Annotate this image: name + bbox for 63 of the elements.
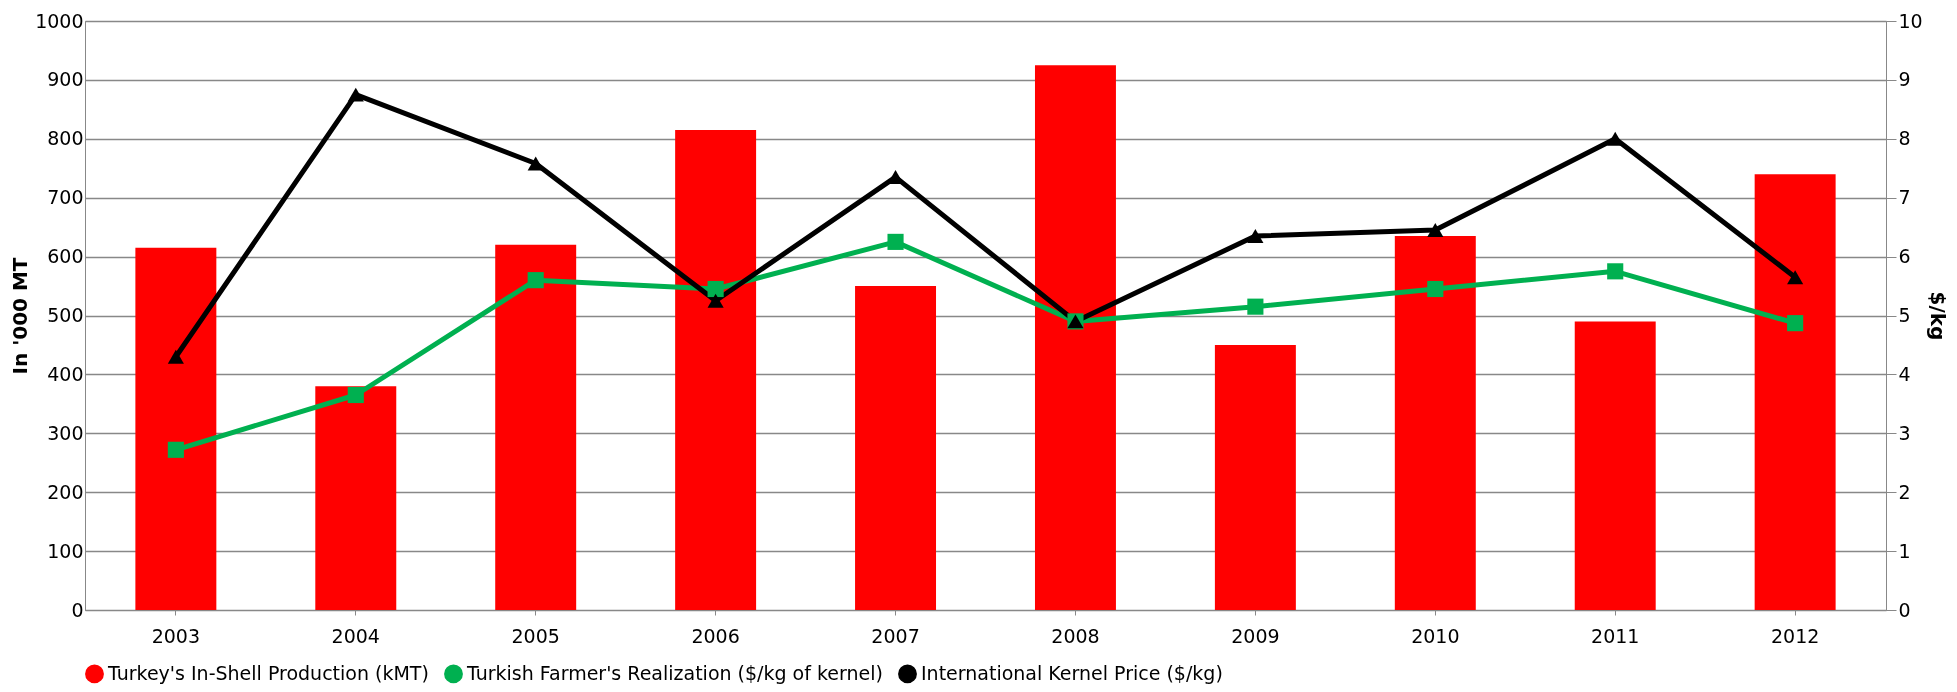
bar [1754, 174, 1836, 610]
y2-tick-label: 9 [1898, 68, 1911, 91]
y-tick-label: 0 [71, 598, 84, 621]
x-tick-label: 2006 [691, 624, 740, 647]
point [1247, 298, 1264, 315]
bar [855, 286, 937, 610]
x-tick-label: 2012 [1770, 624, 1820, 647]
y-tick-label: 1000 [35, 9, 84, 32]
bar [1214, 344, 1296, 610]
bar [1574, 321, 1656, 610]
y-tick-label: 800 [47, 127, 84, 150]
point [1427, 223, 1444, 238]
point [887, 233, 904, 250]
point [1607, 263, 1624, 280]
bar [135, 247, 217, 610]
point [527, 272, 544, 289]
point [1427, 280, 1444, 298]
point [1787, 270, 1804, 285]
y-tick-label: 900 [47, 68, 84, 91]
y2-tick-label: 7 [1898, 186, 1911, 209]
x-tick-label: 2003 [151, 624, 201, 647]
y-tick-label: 600 [47, 245, 84, 268]
legend-label: Turkey's In-Shell Production (kMT) [107, 661, 429, 684]
bar [1394, 235, 1476, 610]
y-tick-label: 700 [47, 186, 84, 209]
point [1247, 229, 1264, 243]
y2-tick-label: 10 [1898, 9, 1923, 32]
point [707, 293, 724, 308]
y2-tick-label: 8 [1898, 127, 1911, 150]
y-tick-label: 100 [47, 539, 84, 562]
bar [315, 386, 397, 610]
point [167, 349, 184, 364]
y2-tick-label: 0 [1898, 598, 1911, 621]
y2-tick-label: 5 [1898, 304, 1911, 326]
y-tick-label: 300 [47, 421, 84, 444]
y2-tick-label: 2 [1898, 480, 1911, 503]
x-tick-label: 2010 [1411, 624, 1460, 647]
y-tick-label: 400 [47, 362, 84, 385]
x-tick-label: 2005 [511, 624, 560, 647]
point [167, 441, 184, 458]
point [347, 87, 364, 102]
bar [495, 244, 577, 610]
x-tick-label: 2008 [1051, 624, 1100, 647]
legend-label: Turkish Farmer's Realization ($/kg of kernel) [466, 661, 883, 684]
x-tick-label: 2011 [1591, 624, 1640, 647]
y-tick-label: 200 [47, 480, 84, 503]
point [527, 156, 544, 171]
legend-label: International Kernel Price ($/kg) [921, 661, 1223, 684]
y2-tick-label: 4 [1898, 362, 1911, 385]
x-tick-label: 2004 [331, 624, 380, 647]
y2-tick-label: 3 [1898, 421, 1911, 444]
y2-tick-label: 1 [1898, 539, 1911, 562]
y2-axis-title: $/kg [1925, 291, 1950, 341]
bar [675, 129, 757, 610]
y-axis-title: In '000 MT [8, 257, 33, 375]
y2-tick-label: 6 [1898, 245, 1911, 268]
x-tick-label: 2007 [871, 624, 920, 647]
point [707, 280, 724, 298]
point [347, 386, 364, 404]
x-tick-label: 2009 [1231, 624, 1280, 647]
bar [1034, 65, 1116, 610]
y-tick-label: 500 [47, 304, 84, 326]
point [1787, 315, 1804, 332]
